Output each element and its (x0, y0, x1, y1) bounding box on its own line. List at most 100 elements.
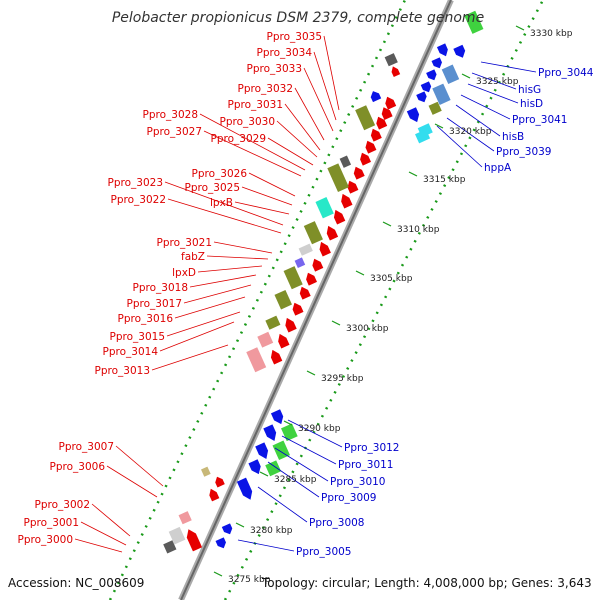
gene-label-left: Ppro_3013 (95, 365, 150, 377)
gene-label-left: Ppro_3021 (157, 237, 212, 249)
reverse-gene-box (272, 440, 291, 461)
forward-gene-box (163, 540, 177, 554)
gene-label-left: Ppro_3032 (238, 83, 293, 95)
tick-label: 3325 kbp (476, 77, 519, 87)
left-leader-line (284, 103, 321, 151)
left-leader-line (303, 67, 334, 132)
left-leader-line (323, 35, 340, 111)
outer-tick-ring (108, 0, 407, 600)
tick-label: 3320 kbp (449, 127, 492, 137)
gene-label-left: lpxB (210, 197, 233, 209)
left-leader-line (267, 137, 314, 166)
label-leader-lines (74, 35, 537, 553)
reverse-gene (255, 442, 269, 460)
forward-gene-box (149, 580, 160, 591)
forward-gene (360, 152, 371, 166)
forward-gene-box (298, 243, 313, 256)
forward-gene-box (391, 66, 401, 77)
gene-label-right: hppA (484, 162, 512, 174)
gene-label-left: Ppro_3016 (118, 313, 174, 325)
left-leader-line (276, 120, 318, 158)
left-leader-line (164, 181, 284, 226)
left-leader-line (241, 186, 293, 206)
reverse-gene (193, 590, 204, 600)
gene-label-right: Ppro_3041 (512, 114, 567, 126)
gene-features (149, 10, 484, 600)
left-leader-line (151, 344, 229, 371)
left-leader-line (91, 503, 131, 537)
gene-label-left: Ppro_3018 (133, 282, 188, 294)
tick-labels: 3330 kbp 3325 kbp 3320 kbp 3315 kbp 3310 kbp… (213, 25, 573, 585)
right-leader-line (446, 117, 495, 152)
forward-gene-box (315, 197, 334, 219)
left-leader-line (199, 113, 306, 171)
gene-label-right: hisD (520, 98, 543, 110)
gene-labels: Ppro_3035 Ppro_3034 Ppro_3033 Ppro_3032 Ppro… (18, 31, 594, 558)
gene-label-left: Ppro_3034 (257, 47, 313, 59)
gene-label-right: Ppro_3010 (330, 476, 385, 488)
reverse-gene (416, 91, 427, 103)
forward-gene-box (168, 526, 186, 545)
tick-label: 3300 kbp (346, 324, 389, 334)
forward-gene-box (274, 289, 292, 310)
tick-mark (461, 73, 471, 79)
tick-mark (306, 370, 316, 376)
forward-gene (312, 258, 324, 272)
forward-gene-box (178, 511, 192, 525)
left-leader-line (115, 445, 164, 487)
gene-label-right: Ppro_3008 (309, 517, 364, 529)
right-leader-line (455, 104, 501, 137)
tick-mark (331, 320, 341, 326)
gene-label-right: Ppro_3005 (296, 546, 351, 558)
reverse-gene-box (464, 10, 484, 34)
left-leader-line (313, 51, 337, 121)
gene-label-right: Ppro_3011 (338, 459, 393, 471)
gene-label-left: Ppro_3014 (103, 346, 159, 358)
gene-label-left: Ppro_3029 (211, 133, 266, 145)
reverse-gene (406, 107, 420, 123)
forward-gene (347, 180, 359, 194)
left-leader-line (203, 130, 302, 177)
gene-label-left: lpxD (172, 267, 196, 279)
reverse-gene (420, 81, 432, 93)
gene-label-left: Ppro_3022 (111, 194, 166, 206)
reverse-gene-box (265, 460, 282, 477)
tick-mark (408, 171, 418, 177)
reverse-gene-box (453, 44, 466, 58)
forward-gene-box (294, 257, 306, 268)
forward-gene (365, 140, 377, 154)
tick-label: 3315 kbp (423, 175, 466, 185)
gene-label-left: Ppro_3025 (185, 182, 240, 194)
left-leader-line (197, 265, 263, 273)
reverse-gene (431, 57, 442, 69)
reverse-gene (426, 69, 437, 81)
tick-label: 3285 kbp (274, 475, 317, 485)
left-leader-line (80, 521, 127, 546)
left-leader-line (213, 241, 273, 254)
gene-label-left: Ppro_3023 (108, 177, 163, 189)
forward-gene (319, 241, 331, 257)
forward-gene (385, 96, 397, 110)
forward-gene (299, 286, 311, 300)
tick-label: 3330 kbp (530, 29, 573, 39)
tick-mark (213, 571, 223, 577)
forward-gene (306, 272, 317, 286)
gene-label-left: Ppro_3006 (50, 461, 106, 473)
forward-gene (353, 166, 365, 180)
right-leader-line (460, 94, 511, 120)
forward-gene (333, 209, 346, 225)
forward-gene (292, 302, 304, 316)
left-leader-line (248, 172, 296, 197)
left-leader-line (106, 465, 158, 498)
reverse-gene (248, 459, 261, 475)
gene-label-left: Ppro_3002 (35, 499, 90, 511)
left-leader-line (159, 321, 235, 352)
tick-mark (382, 221, 392, 227)
right-leader-line (287, 419, 343, 448)
forward-gene-box (339, 155, 352, 168)
gene-label-right: hisG (518, 84, 541, 96)
tick-label: 3280 kbp (250, 526, 293, 536)
gene-label-left: Ppro_3000 (18, 534, 73, 546)
tick-label: 3295 kbp (321, 374, 364, 384)
